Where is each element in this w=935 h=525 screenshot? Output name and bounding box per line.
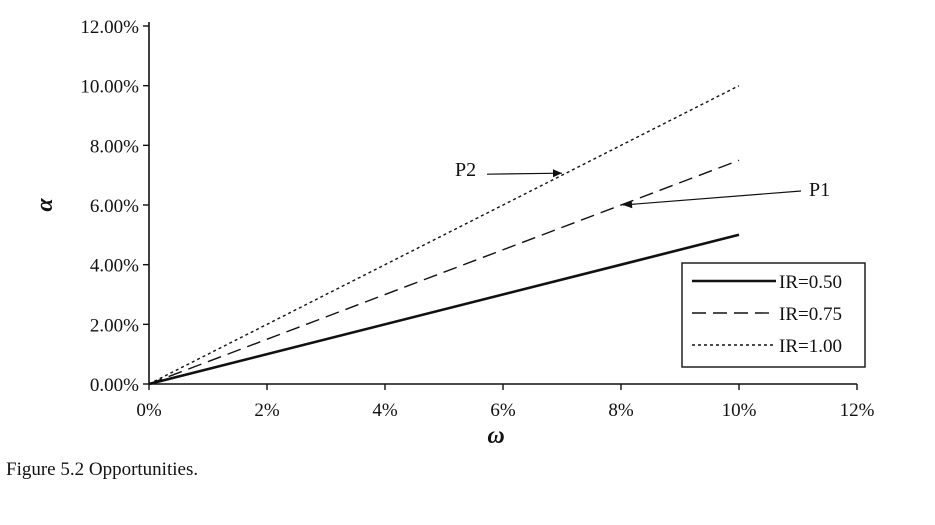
annotation-label-p2: P2: [455, 159, 476, 181]
series-line-ir-0-75: [148, 159, 740, 385]
legend-label: IR=0.75: [779, 304, 842, 325]
y-tick-label: 0.00%: [90, 375, 139, 396]
x-tick-label: 10%: [722, 400, 757, 421]
x-tick-label: 6%: [490, 400, 516, 421]
series-line-ir-1-00: [148, 85, 740, 385]
y-tick-label: 4.00%: [90, 256, 139, 277]
annotation-arrow-p1: [622, 190, 802, 209]
series-line-ir-0-50: [148, 233, 740, 386]
y-tick-label: 10.00%: [80, 77, 139, 98]
x-tick-label: 12%: [840, 400, 875, 421]
y-tick-label: 6.00%: [90, 196, 139, 217]
y-axis-title: α: [32, 198, 58, 212]
y-tick-label: 2.00%: [90, 315, 139, 336]
annotation-arrow-p2: [486, 169, 563, 178]
x-tick-label: 4%: [372, 400, 398, 421]
legend-label: IR=0.50: [779, 272, 842, 293]
figure-caption: Figure 5.2 Opportunities.: [6, 459, 199, 480]
tick-marks: [143, 25, 858, 390]
x-tick-label: 0%: [136, 400, 162, 421]
series-lines: [148, 85, 740, 386]
legend-label: IR=1.00: [779, 336, 842, 357]
legend: IR=0.50 IR=0.75 IR=1.00: [681, 262, 866, 368]
annotation-label-p1: P1: [809, 179, 830, 201]
annotations: P2 P1: [455, 159, 830, 209]
x-tick-label: 2%: [254, 400, 280, 421]
y-tick-label: 12.00%: [80, 17, 139, 38]
line-chart: 0.00% 2.00% 4.00% 6.00% 8.00% 10.00% 12.00% 0% 2…: [32, 17, 875, 449]
y-tick-label: 8.00%: [90, 136, 139, 157]
x-tick-label: 8%: [608, 400, 634, 421]
tick-labels: 0.00% 2.00% 4.00% 6.00% 8.00% 10.00% 12.00% 0% 2…: [80, 17, 874, 421]
x-axis-title: ω: [487, 423, 504, 449]
